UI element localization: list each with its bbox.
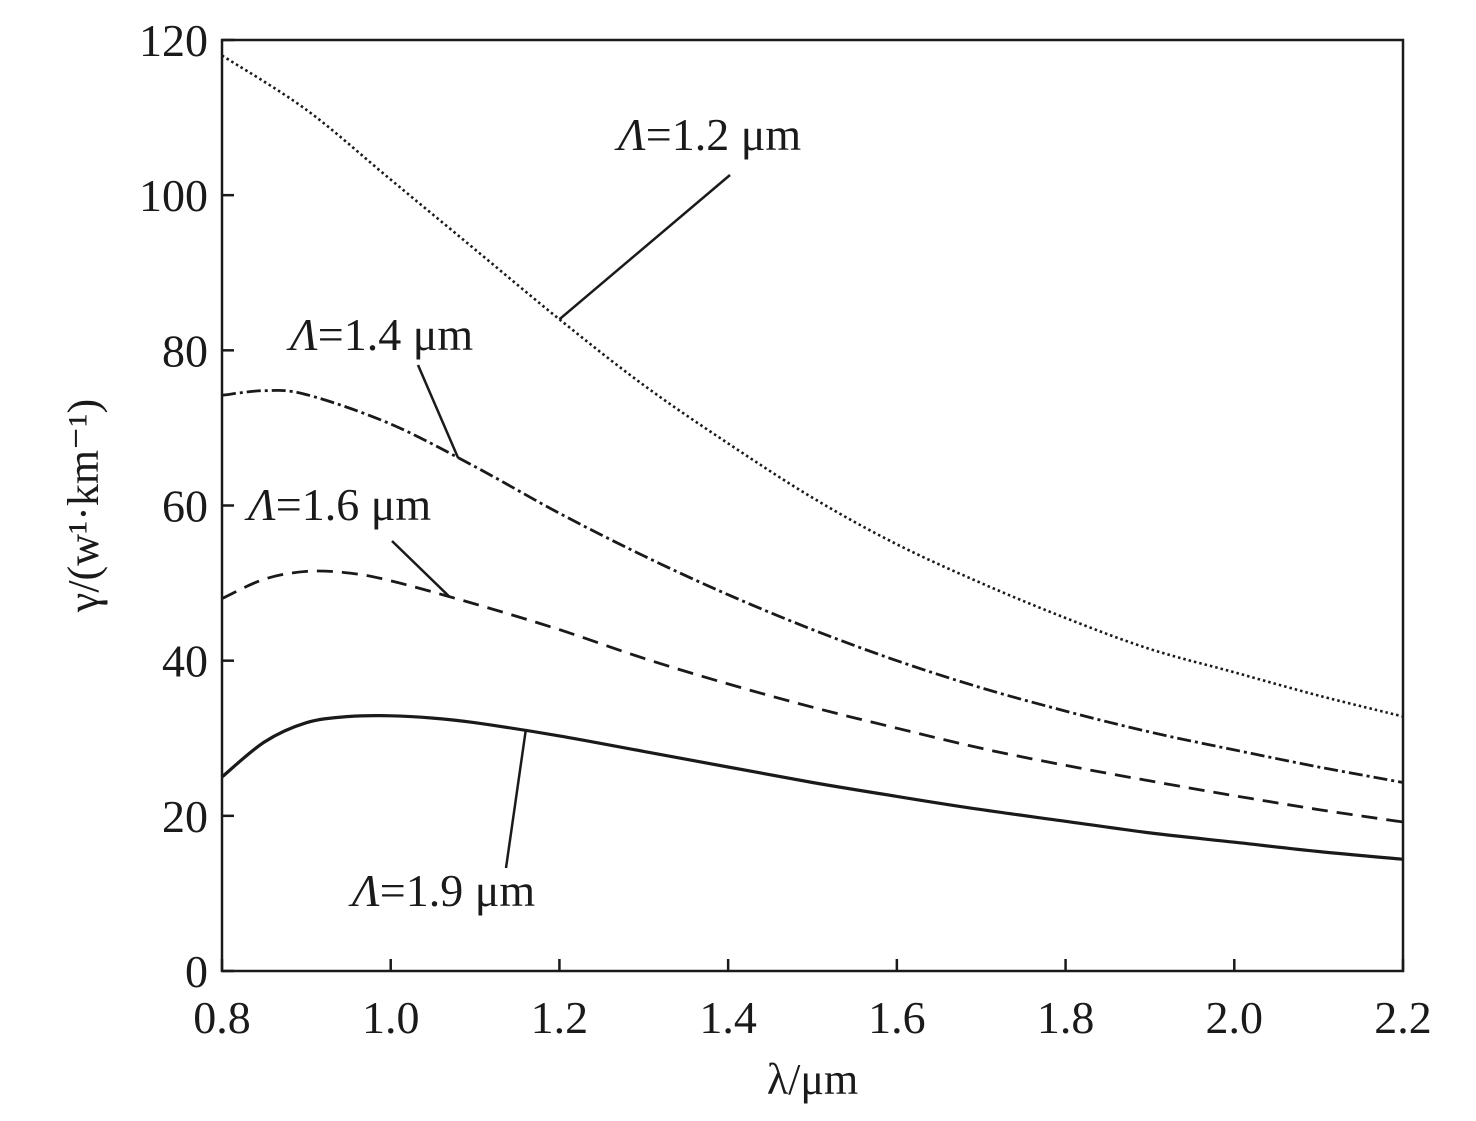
- series-line-3: [221, 569, 1404, 824]
- x-tick-label: 0.8: [193, 992, 251, 1043]
- x-tick-label: 1.2: [531, 992, 589, 1043]
- annotation-label-3: Λ=1.6 μm: [244, 479, 431, 530]
- x-axis-label: λ/μm: [767, 1055, 858, 1104]
- annotation-leader-1: [558, 174, 731, 321]
- y-tick-label: 120: [139, 15, 208, 66]
- series-line-4: [220, 713, 1404, 861]
- y-tick-label: 40: [162, 636, 208, 687]
- annotation-leader-4: [504, 730, 527, 869]
- annotation-labels: Λ=1.2 μm Λ=1.4 μm Λ=1.6 μm Λ=1.9 μm: [244, 109, 801, 916]
- y-axis-ticks: 0 20 40 60 80 100 120: [139, 15, 234, 997]
- y-axis-label: γ/(w¹·km⁻¹): [59, 399, 108, 613]
- annotation-leaders: [391, 174, 731, 869]
- y-tick-label: 20: [162, 791, 208, 842]
- x-tick-label: 1.8: [1037, 992, 1095, 1043]
- plot-frame: [220, 38, 1405, 973]
- series-line-2: [221, 388, 1404, 784]
- x-tick-label: 1.0: [362, 992, 420, 1043]
- y-tick-label: 60: [162, 481, 208, 532]
- y-tick-label: 0: [185, 946, 208, 997]
- annotation-label-2: Λ=1.4 μm: [286, 309, 473, 360]
- plot-curves: [220, 54, 1404, 861]
- x-tick-label: 1.6: [868, 992, 926, 1043]
- annotation-leader-3: [391, 540, 451, 598]
- y-tick-label: 80: [162, 325, 208, 376]
- series-line-1: [221, 54, 1404, 718]
- annotation-label-4: Λ=1.9 μm: [348, 865, 535, 916]
- annotation-leader-2: [416, 364, 460, 459]
- x-axis-ticks: 0.8 1.0 1.2 1.4 1.6 1.8 2.0 2.2: [193, 959, 1432, 1043]
- annotation-label-1: Λ=1.2 μm: [614, 109, 801, 160]
- x-tick-label: 2.2: [1374, 992, 1432, 1043]
- x-tick-label: 1.4: [699, 992, 757, 1043]
- y-tick-label: 100: [139, 170, 208, 221]
- x-tick-label: 2.0: [1206, 992, 1264, 1043]
